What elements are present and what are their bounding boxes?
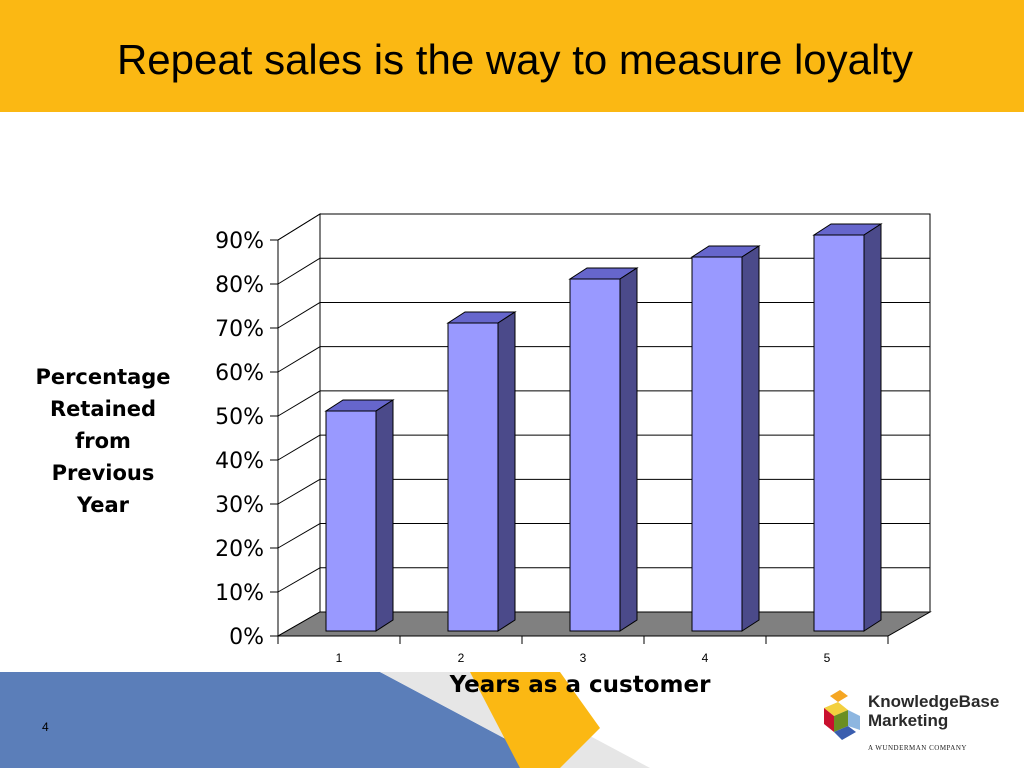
y-axis-title-line: Year	[76, 493, 130, 517]
gridline-side	[277, 523, 321, 549]
bar-side	[863, 223, 882, 632]
x-tick-label: 3	[580, 651, 587, 665]
y-tick-label: 0%	[229, 625, 264, 650]
y-tick-label: 30%	[215, 493, 264, 518]
slide-title: Repeat sales is the way to measure loyal…	[116, 36, 914, 83]
y-tick-label: 80%	[215, 273, 264, 298]
side-wall	[277, 213, 321, 637]
y-tick-label: 50%	[215, 405, 264, 430]
y-axis-title-line: Previous	[51, 461, 155, 485]
cube-logo-icon	[824, 690, 860, 740]
x-tick-label: 4	[702, 651, 709, 665]
logo-name-line: KnowledgeBase	[868, 692, 1000, 711]
footer-blue-band	[0, 672, 560, 768]
y-tick-labels: 0% 10% 20% 30% 40% 50% 60% 70% 80% 90%	[215, 229, 264, 650]
bar-side	[741, 245, 760, 632]
y-axis-title-line: from	[75, 429, 131, 453]
page-number: 4	[42, 720, 49, 734]
y-tick-label: 70%	[215, 317, 264, 342]
logo-name-line: Marketing	[868, 711, 949, 730]
bar-side	[375, 399, 394, 632]
gridline-side	[277, 213, 321, 241]
y-tick-label: 40%	[215, 449, 264, 474]
y-tick-label: 90%	[215, 229, 264, 254]
logo-wordmark: KnowledgeBase Marketing	[868, 692, 999, 730]
gridline-side	[277, 346, 321, 373]
x-tick-label: 2	[458, 651, 465, 665]
bar	[691, 256, 743, 632]
gridline-side	[277, 434, 321, 461]
bar	[325, 410, 377, 632]
gridline-side	[277, 257, 321, 285]
bar	[569, 278, 621, 632]
y-axis-title-line: Percentage	[35, 365, 171, 389]
bars	[324, 223, 883, 632]
bar-side	[497, 311, 516, 632]
y-tick-label: 60%	[215, 361, 264, 386]
x-tick-label: 5	[824, 651, 831, 665]
y-tick-label: 10%	[215, 581, 264, 606]
title-bar	[0, 0, 1024, 112]
logo-tagline: A WUNDERMAN COMPANY	[868, 744, 967, 752]
bar	[813, 234, 865, 632]
gridline-side	[277, 478, 321, 505]
gridline-side	[277, 390, 321, 417]
bar-side	[619, 267, 638, 632]
company-logo: KnowledgeBase Marketing A WUNDERMAN COMP…	[820, 688, 1020, 758]
bar	[447, 322, 499, 632]
x-tick-label: 1	[336, 651, 343, 665]
y-axis-title-line: Retained	[49, 397, 157, 421]
y-tick-label: 20%	[215, 537, 264, 562]
x-axis-title: Years as a customer	[449, 672, 711, 698]
gridline-side	[277, 567, 321, 593]
gridline-side	[277, 302, 321, 329]
x-tick-labels: 1 2 3 4 5	[277, 636, 889, 665]
footer-gold-band	[470, 672, 600, 768]
